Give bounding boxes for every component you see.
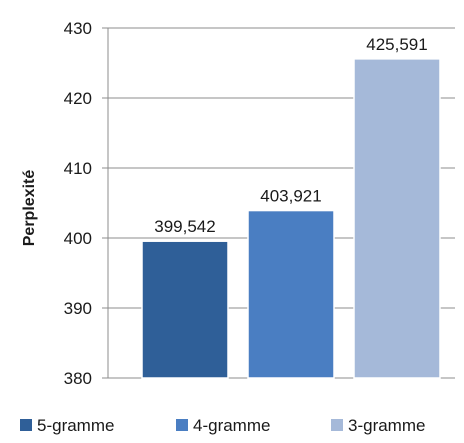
bars-group	[141, 58, 441, 379]
data-label: 425,591	[366, 35, 427, 54]
data-label: 403,921	[260, 187, 321, 206]
y-tick-label: 390	[64, 299, 92, 318]
legend-item: 5-gramme	[20, 416, 114, 435]
y-tick-label: 410	[64, 159, 92, 178]
data-label: 399,542	[154, 217, 215, 236]
y-tick-label: 400	[64, 229, 92, 248]
legend-item: 4-gramme	[176, 416, 270, 435]
legend-swatch	[331, 419, 343, 431]
legend-item: 3-gramme	[331, 416, 425, 435]
legend-swatch	[176, 419, 188, 431]
bar-5-gramme	[141, 240, 229, 379]
legend-label: 5-gramme	[37, 416, 114, 435]
data-labels-group: 399,542 403,921 425,591	[154, 35, 427, 236]
legend-swatch	[20, 419, 32, 431]
y-tick-label: 380	[64, 369, 92, 388]
y-tick-labels-group: 380 390 400 410 420 430	[64, 19, 92, 388]
y-tick-label: 430	[64, 19, 92, 38]
legend-label: 3-gramme	[348, 416, 425, 435]
bar-3-gramme	[353, 58, 441, 379]
legend-label: 4-gramme	[193, 416, 270, 435]
y-axis-label: Perplexité	[21, 170, 38, 247]
bar-4-gramme	[247, 209, 335, 379]
y-tick-label: 420	[64, 89, 92, 108]
legend: 5-gramme 4-gramme 3-gramme	[20, 416, 425, 435]
